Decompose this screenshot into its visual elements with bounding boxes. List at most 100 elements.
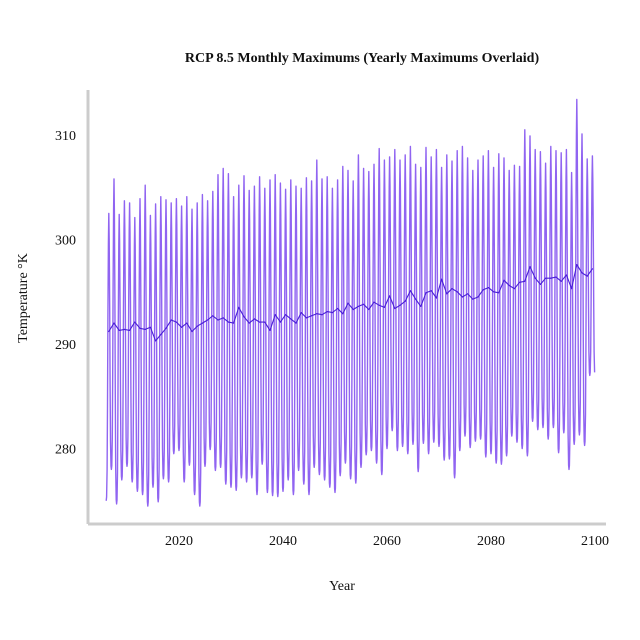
x-tick-label: 2080: [477, 534, 505, 549]
yearly-data-point: [134, 321, 136, 323]
yearly-data-point: [227, 321, 229, 323]
yearly-data-point: [389, 295, 391, 297]
yearly-data-point: [149, 326, 151, 328]
x-tick-label: 2020: [165, 534, 193, 549]
yearly-data-point: [201, 322, 203, 324]
yearly-data-point: [555, 276, 557, 278]
x-tick-label: 2040: [269, 534, 297, 549]
y-tick-label: 290: [55, 338, 76, 353]
yearly-data-point: [175, 321, 177, 323]
yearly-data-point: [529, 266, 531, 268]
yearly-data-point: [467, 293, 469, 295]
yearly-data-point: [378, 304, 380, 306]
yearly-data-point: [160, 334, 162, 336]
yearly-data-point: [420, 305, 422, 307]
chart-title: RCP 8.5 Monthly Maximums (Yearly Maximum…: [185, 51, 540, 66]
yearly-data-point: [508, 284, 510, 287]
yearly-data-point: [259, 321, 261, 323]
y-tick-label: 310: [55, 129, 76, 144]
yearly-data-point: [305, 317, 307, 319]
monthly-maximums-series-line: [105, 98, 596, 507]
yearly-data-point: [456, 291, 458, 293]
yearly-data-point: [539, 283, 542, 285]
yearly-data-point: [503, 279, 505, 281]
yearly-data-point: [337, 307, 339, 310]
yearly-data-point: [243, 316, 245, 318]
yearly-data-point: [248, 322, 250, 324]
yearly-data-point: [591, 268, 594, 270]
yearly-data-point: [534, 277, 536, 279]
yearly-data-point: [513, 288, 516, 290]
yearly-data-point: [435, 297, 437, 299]
yearly-data-point: [113, 322, 115, 324]
yearly-data-point: [373, 301, 375, 303]
yearly-data-point: [498, 292, 500, 294]
yearly-data-point: [321, 314, 323, 316]
yearly-data-point: [342, 313, 344, 315]
yearly-data-point: [129, 329, 131, 331]
yearly-maximums-series-line: [108, 264, 593, 342]
x-tick-label: 2100: [581, 534, 609, 549]
yearly-data-point: [326, 311, 328, 313]
plot-series: [105, 98, 596, 507]
yearly-data-point: [524, 280, 526, 282]
yearly-data-point: [170, 319, 172, 321]
y-axis-title: Temperature °K: [16, 253, 31, 343]
yearly-data-point: [233, 322, 235, 324]
yearly-data-point: [404, 300, 406, 302]
yearly-data-point: [295, 322, 297, 324]
yearly-data-point: [477, 296, 479, 298]
x-tick-label: 2060: [373, 534, 401, 549]
yearly-data-point: [186, 322, 188, 324]
yearly-data-point: [316, 313, 318, 315]
yearly-data-point: [409, 290, 411, 292]
yearly-data-point: [550, 277, 552, 279]
yearly-data-point: [108, 330, 110, 333]
yearly-data-point: [238, 306, 240, 308]
yearly-data-point: [560, 280, 562, 282]
yearly-data-point: [487, 287, 489, 289]
yearly-data-point: [399, 304, 401, 306]
yearly-data-point: [253, 318, 255, 320]
yearly-data-point: [571, 288, 573, 290]
yearly-data-point: [331, 312, 333, 314]
yearly-data-point: [451, 288, 453, 290]
yearly-data-point: [269, 329, 271, 331]
yearly-data-point: [415, 298, 417, 300]
yearly-data-point: [383, 306, 385, 308]
yearly-data-point: [586, 275, 588, 277]
yearly-data-point: [311, 315, 313, 317]
yearly-data-point: [441, 278, 443, 280]
yearly-data-point: [425, 292, 427, 294]
yearly-data-point: [222, 317, 224, 319]
yearly-data-point: [123, 328, 125, 330]
yearly-data-point: [144, 328, 146, 330]
yearly-data-point: [217, 319, 219, 321]
yearly-data-point: [394, 307, 396, 310]
yearly-data-point: [446, 293, 448, 295]
yearly-data-point: [519, 281, 521, 283]
y-tick-label: 300: [55, 234, 76, 249]
yearly-data-point: [430, 290, 432, 292]
yearly-data-point: [576, 264, 578, 266]
yearly-data-point: [565, 274, 568, 276]
yearly-data-point: [165, 327, 167, 329]
yearly-data-point: [181, 326, 183, 328]
yearly-data-point: [285, 314, 287, 316]
yearly-data-point: [461, 296, 463, 298]
yearly-data-point: [300, 312, 302, 314]
yearly-data-point: [482, 289, 484, 291]
yearly-data-point: [207, 319, 209, 321]
yearly-data-point: [196, 325, 198, 327]
yearly-data-point: [352, 308, 354, 311]
yearly-data-point: [545, 277, 547, 279]
yearly-data-point: [581, 272, 583, 274]
yearly-data-point: [472, 298, 474, 300]
x-axis-title: Year: [329, 579, 355, 594]
yearly-data-point: [191, 330, 193, 333]
y-tick-label: 280: [55, 443, 76, 458]
yearly-data-point: [212, 315, 214, 317]
yearly-data-point: [368, 308, 370, 311]
yearly-data-point: [363, 303, 365, 305]
